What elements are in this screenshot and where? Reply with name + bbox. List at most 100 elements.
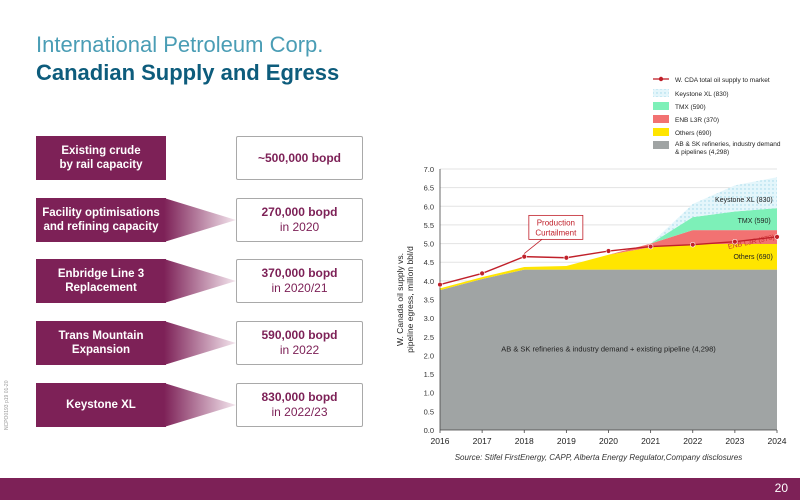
capacity-value: 370,000 bopd (261, 266, 338, 280)
area-others (440, 243, 777, 291)
y-tick-label: 5.5 (424, 221, 434, 230)
legend-label: W. CDA total oil supply to market (675, 77, 770, 84)
capacity-value: 270,000 bopd (261, 205, 338, 219)
capacity-value: 830,000 bopd (261, 390, 338, 404)
capacity-label-line: Replacement (65, 282, 137, 294)
x-tick-label: 2024 (768, 436, 787, 446)
supply-point (647, 243, 654, 250)
footer-bar: 20 (0, 478, 800, 500)
capacity-timing: in 2022 (279, 343, 320, 357)
area-keystone (440, 177, 777, 289)
y-axis-label: W. Canada oil supply vs. pipeline egress,… (395, 246, 415, 353)
capacity-label-line: by rail capacity (59, 159, 143, 171)
capacity-label-line: and refining capacity (43, 221, 159, 233)
legend-label: TMX (590) (675, 104, 706, 111)
legend-label: ENB L3R (370) (675, 117, 719, 124)
legend-swatch (653, 102, 669, 110)
legend-label: & pipelines (4,298) (675, 149, 729, 156)
capacity-value-box: 270,000 bopd in 2020 (236, 198, 363, 242)
capacity-label-box: Trans Mountain Expansion (36, 321, 166, 365)
capacity-row: Existing crude by rail capacity ~500,000 … (36, 136, 372, 180)
area-label: AB & SK refineries & industry demand + e… (501, 345, 716, 354)
area-label: Keystone XL (830) (715, 197, 773, 204)
supply-point (479, 270, 485, 277)
capacity-row: Facility optimisations and refining capac… (36, 198, 372, 242)
source-note: Source: Stifel FirstEnergy, CAPP, Albert… (455, 453, 743, 462)
capacity-label-box: Keystone XL (36, 383, 166, 427)
legend-swatch (653, 141, 669, 149)
capacity-label-line: Enbridge Line 3 (57, 267, 145, 280)
legend-label: Keystone XL (830) (675, 91, 729, 98)
capacity-value-box: 830,000 bopd in 2022/23 (236, 383, 363, 427)
x-tick-label: 2021 (641, 436, 660, 446)
y-tick-label: 3.5 (424, 296, 434, 305)
legend-swatch (658, 76, 664, 82)
capacity-label-box: Enbridge Line 3 Replacement (36, 259, 166, 303)
area-label: Others (690) (733, 254, 772, 261)
area-tmx (440, 208, 777, 289)
y-tick-label: 6.0 (424, 202, 434, 211)
legend-label: Others (690) (675, 130, 712, 137)
capacity-timing: in 2022/23 (271, 405, 328, 419)
area-label: TMX (590) (738, 218, 771, 225)
y-tick-label: 3.0 (424, 314, 434, 323)
capacity-row: Trans Mountain Expansion 590,000 bopd in … (36, 321, 372, 365)
y-tick-label: 6.5 (424, 184, 434, 193)
capacity-value-box: ~500,000 bopd (236, 136, 363, 180)
y-tick-label: 0.0 (424, 426, 434, 435)
capacity-label-line: Existing crude (61, 144, 141, 157)
supply-point (690, 241, 696, 248)
area-enb (440, 230, 777, 289)
capacity-value: ~500,000 bopd (257, 150, 342, 165)
supply-point (437, 281, 443, 288)
y-tick-label: 0.5 (424, 407, 434, 416)
x-tick-label: 2022 (683, 436, 702, 446)
capacity-label-line: Expansion (71, 344, 131, 356)
annotation-text: Curtailment (535, 228, 577, 237)
document-code: NCPO0193 p19 01-20 (4, 380, 10, 430)
y-axis-label-line: W. Canada oil supply vs. (395, 253, 405, 346)
chart-plot-area: 0.0 0.5 1.0 1.5 2.0 2.5 3.0 3.5 4.0 4.5 5.0 5.5 6.0 6… (395, 165, 787, 462)
y-tick-label: 1.5 (424, 370, 434, 379)
capacity-timing: in 2020 (279, 220, 320, 234)
supply-point (732, 239, 738, 245)
supply-point (521, 253, 527, 260)
page-number: 20 (774, 481, 788, 495)
x-tick-label: 2023 (725, 436, 744, 446)
y-tick-label: 5.0 (424, 240, 434, 249)
chevron-arrow-icon (164, 259, 236, 303)
x-tick-label: 2020 (599, 436, 618, 446)
supply-egress-chart: W. CDA total oil supply to market Keyston… (395, 76, 787, 462)
company-title: International Petroleum Corp. (36, 32, 324, 57)
capacity-value: 590,000 bopd (261, 328, 338, 342)
chevron-arrow-icon (164, 321, 236, 365)
x-tick-label: 2019 (557, 436, 576, 446)
capacity-timing: in 2020/21 (271, 281, 328, 295)
x-tick-label: 2018 (515, 436, 534, 446)
legend-swatch (653, 115, 669, 123)
y-tick-label: 4.5 (424, 258, 434, 267)
area-base (440, 269, 777, 430)
annotation-box (528, 214, 584, 240)
chart-legend: W. CDA total oil supply to market Keyston… (653, 76, 781, 156)
y-tick-label: 1.0 (424, 389, 434, 398)
x-tick-label: 2017 (473, 436, 492, 446)
capacity-label-box: Facility optimisations and refining capac… (36, 198, 166, 242)
legend-swatch (653, 128, 669, 136)
supply-point (605, 248, 612, 254)
capacity-value-box: 590,000 bopd in 2022 (236, 321, 363, 365)
capacity-row: Enbridge Line 3 Replacement 370,000 bopd … (36, 259, 372, 303)
page-title: Canadian Supply and Egress (36, 60, 340, 85)
chevron-arrow-icon (164, 198, 236, 242)
capacity-label-line: Trans Mountain (58, 329, 144, 342)
y-tick-label: 7.0 (424, 165, 434, 174)
capacity-label-line: Keystone XL (66, 398, 136, 411)
legend-swatch (653, 89, 669, 97)
capacity-value-box: 370,000 bopd in 2020/21 (236, 259, 363, 303)
y-tick-label: 4.0 (424, 277, 434, 286)
x-tick-label: 2016 (431, 436, 450, 446)
y-tick-label: 2.5 (424, 333, 434, 342)
capacity-label-box: Existing crude by rail capacity (36, 136, 166, 180)
annotation-pointer (523, 239, 543, 254)
legend-label: AB & SK refineries, industry demand (675, 141, 781, 148)
